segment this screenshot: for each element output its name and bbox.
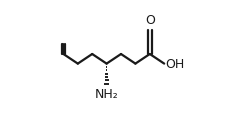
Text: NH₂: NH₂ <box>94 88 118 101</box>
Text: O: O <box>144 14 154 27</box>
Text: OH: OH <box>165 58 184 71</box>
